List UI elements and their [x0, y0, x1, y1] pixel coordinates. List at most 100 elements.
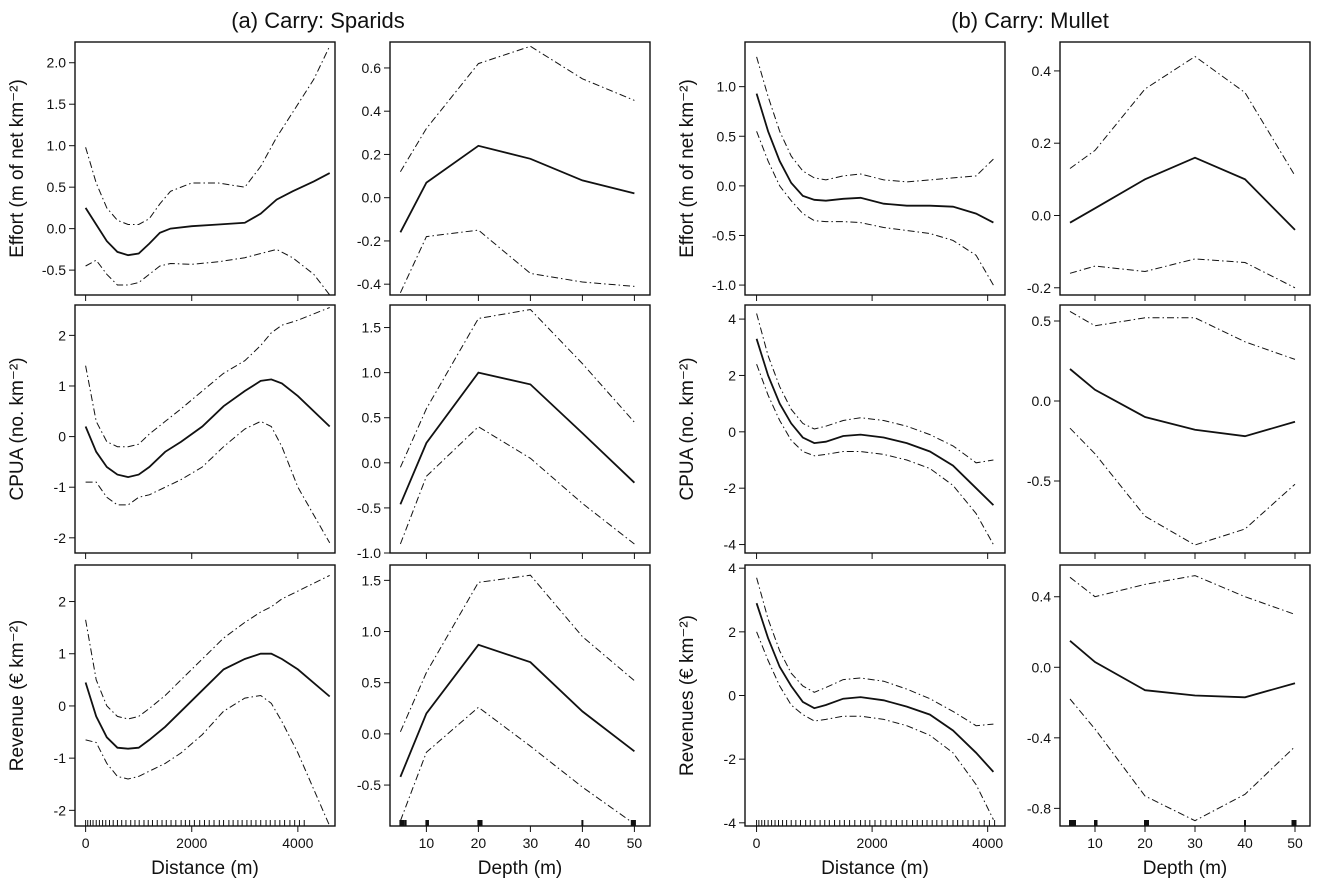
- y-tick-label: 4: [728, 560, 736, 576]
- x-axis-title: Distance (m): [151, 858, 259, 879]
- panel-8: -0.5 0.0 0.5: [1027, 304, 1311, 559]
- fit-line: [755, 602, 995, 773]
- fit-line: [1069, 368, 1296, 438]
- y-tick-label: 0: [728, 424, 736, 440]
- plot-frame: [1059, 564, 1311, 827]
- confidence-line: [1069, 55, 1296, 176]
- y-tick-label: 0.5: [717, 128, 737, 144]
- x-axis-title: Distance (m): [821, 858, 929, 879]
- fit-line: [1069, 640, 1296, 699]
- panel-grid: -0.5 0.0 0.5 1.0 1.5 2.0 Effort (m of net km⁻²…: [7, 41, 1311, 879]
- x-tick-label: 4000: [972, 835, 1003, 851]
- x-tick-label: 30: [1187, 835, 1203, 851]
- confidence-line: [85, 45, 331, 225]
- panel-2: -0.4 -0.2 0.0 0.2 0.4 0.6: [357, 41, 651, 301]
- fit-line: [399, 643, 635, 778]
- y-tick-label: 2: [58, 327, 66, 343]
- y-tick-label: -1: [54, 479, 67, 495]
- y-tick-label: -4: [724, 815, 737, 831]
- panel-1: -0.5 0.0 0.5 1.0 1.5 2.0 Effort (m of net km⁻²…: [7, 41, 336, 301]
- x-tick-label: 4000: [282, 835, 313, 851]
- confidence-line: [399, 574, 635, 733]
- confidence-line: [756, 577, 994, 727]
- y-axis-title: Revenues (€ km⁻²): [677, 615, 698, 776]
- fit-line: [84, 652, 331, 750]
- fit-line: [1069, 156, 1296, 231]
- x-tick-label: 50: [1287, 835, 1303, 851]
- y-tick-label: -0.5: [357, 777, 381, 793]
- y-tick-label: -1.0: [357, 545, 381, 561]
- y-tick-label: 0.0: [1032, 393, 1052, 409]
- plot-frame: [74, 41, 336, 296]
- y-tick-label: 0.0: [362, 726, 382, 742]
- y-tick-label: -0.2: [357, 233, 381, 249]
- x-tick-label: 0: [82, 835, 90, 851]
- y-tick-label: 1.5: [362, 572, 382, 588]
- x-tick-label: 40: [575, 835, 591, 851]
- x-tick-label: 30: [523, 835, 539, 851]
- confidence-line: [399, 308, 635, 468]
- confidence-line: [399, 45, 635, 172]
- panel-5: -2 -1 0 1 2 CPUA (no. km⁻²): [7, 304, 336, 559]
- y-tick-label: 0.6: [362, 60, 382, 76]
- y-tick-label: 1.0: [47, 138, 67, 154]
- plot-frame: [744, 304, 1006, 554]
- y-tick-label: -1: [54, 750, 67, 766]
- x-tick-label: 0: [753, 835, 761, 851]
- plot-frame: [1059, 304, 1311, 554]
- plot-frame: [389, 304, 651, 554]
- y-tick-label: -0.5: [1027, 473, 1051, 489]
- x-tick-label: 20: [1137, 835, 1153, 851]
- confidence-line: [399, 706, 635, 825]
- confidence-line: [756, 56, 994, 183]
- y-axis-title: Effort (m of net km⁻²): [7, 79, 28, 258]
- y-tick-label: 4: [728, 311, 736, 327]
- y-tick-label: -2: [724, 480, 737, 496]
- panel-4: -0.2 0.0 0.2 0.4: [1027, 41, 1311, 301]
- y-tick-label: -0.5: [712, 227, 736, 243]
- fit-line: [84, 378, 331, 479]
- confidence-line: [1069, 427, 1296, 546]
- confidence-line: [756, 631, 994, 820]
- y-tick-label: -0.2: [1027, 280, 1051, 296]
- x-tick-label: 10: [1087, 835, 1103, 851]
- plot-frame: [389, 41, 651, 296]
- y-tick-label: 0: [728, 688, 736, 704]
- y-tick-label: -1.0: [712, 277, 736, 293]
- x-axis-title: Depth (m): [1143, 858, 1227, 879]
- panel-3: -1.0 -0.5 0.0 0.5 1.0 Effort (m of net km⁻²): [677, 41, 1006, 301]
- y-tick-label: 0.0: [1032, 659, 1052, 675]
- y-tick-label: 0.2: [362, 146, 382, 162]
- fit-line: [84, 172, 331, 257]
- y-tick-label: 1: [58, 378, 66, 394]
- confidence-line: [85, 574, 330, 720]
- plot-frame: [1059, 41, 1311, 296]
- y-tick-label: -0.5: [42, 262, 66, 278]
- plot-frame: [744, 564, 1006, 827]
- y-tick-label: 0.0: [362, 455, 382, 471]
- x-tick-label: 2000: [176, 835, 207, 851]
- x-tick-label: 50: [627, 835, 643, 851]
- panel-11: -4 -2 0 2 4 0 2000 4000 Revenues (€ km⁻²) Distanc…: [677, 560, 1006, 879]
- y-tick-label: 0.4: [1032, 589, 1052, 605]
- y-axis-title: Revenue (€ km⁻²): [7, 620, 28, 772]
- y-tick-label: 0.5: [362, 675, 382, 691]
- confidence-line: [85, 248, 331, 296]
- fit-line: [399, 144, 635, 233]
- y-tick-label: 0.0: [47, 221, 67, 237]
- plot-frame: [744, 41, 1006, 296]
- y-tick-label: 0.0: [362, 190, 382, 206]
- x-axis-title: Depth (m): [478, 858, 562, 879]
- x-tick-label: 10: [419, 835, 435, 851]
- y-tick-label: 1.5: [362, 320, 382, 336]
- confidence-line: [85, 420, 331, 544]
- y-tick-label: 1.0: [362, 365, 382, 381]
- y-tick-label: -0.8: [1027, 800, 1051, 816]
- y-tick-label: -0.5: [357, 500, 381, 516]
- y-tick-label: -0.4: [357, 276, 381, 292]
- x-tick-label: 40: [1237, 835, 1253, 851]
- y-tick-label: 0.4: [1032, 63, 1052, 79]
- plot-frame: [74, 304, 336, 554]
- confidence-line: [1069, 698, 1296, 822]
